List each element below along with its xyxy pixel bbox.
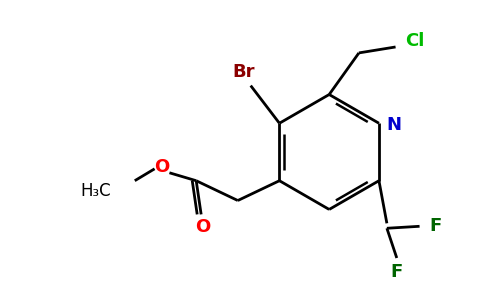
Text: F: F (429, 217, 442, 235)
Text: Br: Br (232, 63, 255, 81)
Text: O: O (154, 158, 169, 176)
Text: H₃C: H₃C (80, 182, 111, 200)
Text: F: F (391, 263, 403, 281)
Text: Cl: Cl (406, 32, 425, 50)
Text: O: O (196, 218, 211, 236)
Text: N: N (386, 116, 401, 134)
